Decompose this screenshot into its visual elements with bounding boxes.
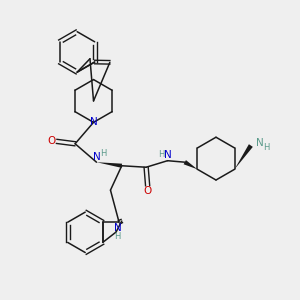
Text: N: N <box>93 152 101 162</box>
Text: O: O <box>143 186 152 196</box>
Text: H: H <box>158 150 165 159</box>
Polygon shape <box>97 162 122 168</box>
Text: N: N <box>164 150 171 160</box>
Polygon shape <box>184 160 197 169</box>
Text: N: N <box>114 224 122 233</box>
Text: H: H <box>114 232 121 241</box>
Text: O: O <box>47 136 56 146</box>
Text: N: N <box>90 117 98 128</box>
Text: N: N <box>256 138 264 148</box>
Text: H: H <box>100 149 106 158</box>
Polygon shape <box>235 144 253 169</box>
Text: H: H <box>263 143 269 152</box>
